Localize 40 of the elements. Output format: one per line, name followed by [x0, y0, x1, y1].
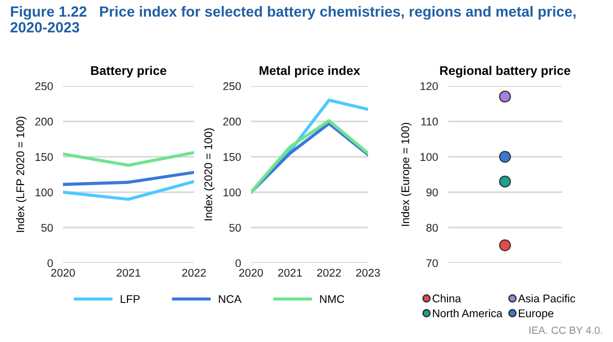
y-tick-label: 250	[223, 82, 241, 90]
y-tick-label: 90	[426, 188, 438, 196]
y-tick-label: 50	[41, 224, 53, 232]
legend-label: NMC	[320, 295, 344, 303]
chart-title: Battery price	[91, 66, 166, 78]
y-tick-label: 120	[420, 82, 438, 90]
legend-label: Asia Pacific	[518, 294, 576, 302]
legend-label: North America	[432, 309, 502, 318]
x-tick-label: 2021	[278, 268, 302, 277]
x-tick-label: 2020	[51, 268, 75, 277]
y-tick-label: 200	[223, 118, 241, 126]
y-tick-label: 50	[229, 224, 241, 232]
legend-label: LFP	[120, 295, 140, 303]
text: IEA. CC BY 4.0.	[529, 326, 602, 334]
y-tick-label: 100	[224, 188, 241, 196]
x-tick-label: 2021	[116, 268, 140, 277]
y-axis-title: Index (LFP 2020 = 100)	[16, 116, 26, 232]
legend-label: China	[432, 294, 462, 302]
y-axis-title: Index (2020 = 100)	[204, 128, 214, 220]
y-tick-label: 200	[35, 118, 53, 126]
chart-title: Metal price index	[260, 66, 360, 78]
legend-label: Europe	[518, 309, 554, 320]
y-tick-label: 100	[36, 188, 53, 196]
y-tick-label: 70	[426, 259, 438, 268]
y-tick-label: 0	[236, 259, 241, 268]
y-tick-label: 80	[426, 224, 438, 232]
text: Figure 1.22 Price index for selected battery chemistries, regions and metal price, 2020-2023	[10, 6, 576, 33]
x-tick-label: 2020	[239, 268, 263, 277]
legend-label: NCA	[218, 295, 242, 303]
y-tick-label: 150	[224, 153, 241, 161]
x-tick-label: 2022	[317, 268, 341, 277]
x-tick-label: 2022	[182, 268, 206, 277]
y-axis-title: Index (Europe = 100)	[401, 122, 412, 226]
y-tick-label: 150	[36, 153, 53, 161]
y-tick-label: 110	[421, 118, 438, 126]
y-tick-label: 250	[35, 82, 53, 90]
x-tick-label: 2023	[356, 268, 380, 277]
y-tick-label: 0	[48, 259, 53, 268]
y-tick-label: 100	[420, 153, 438, 161]
chart-title: Regional battery price	[440, 66, 570, 78]
